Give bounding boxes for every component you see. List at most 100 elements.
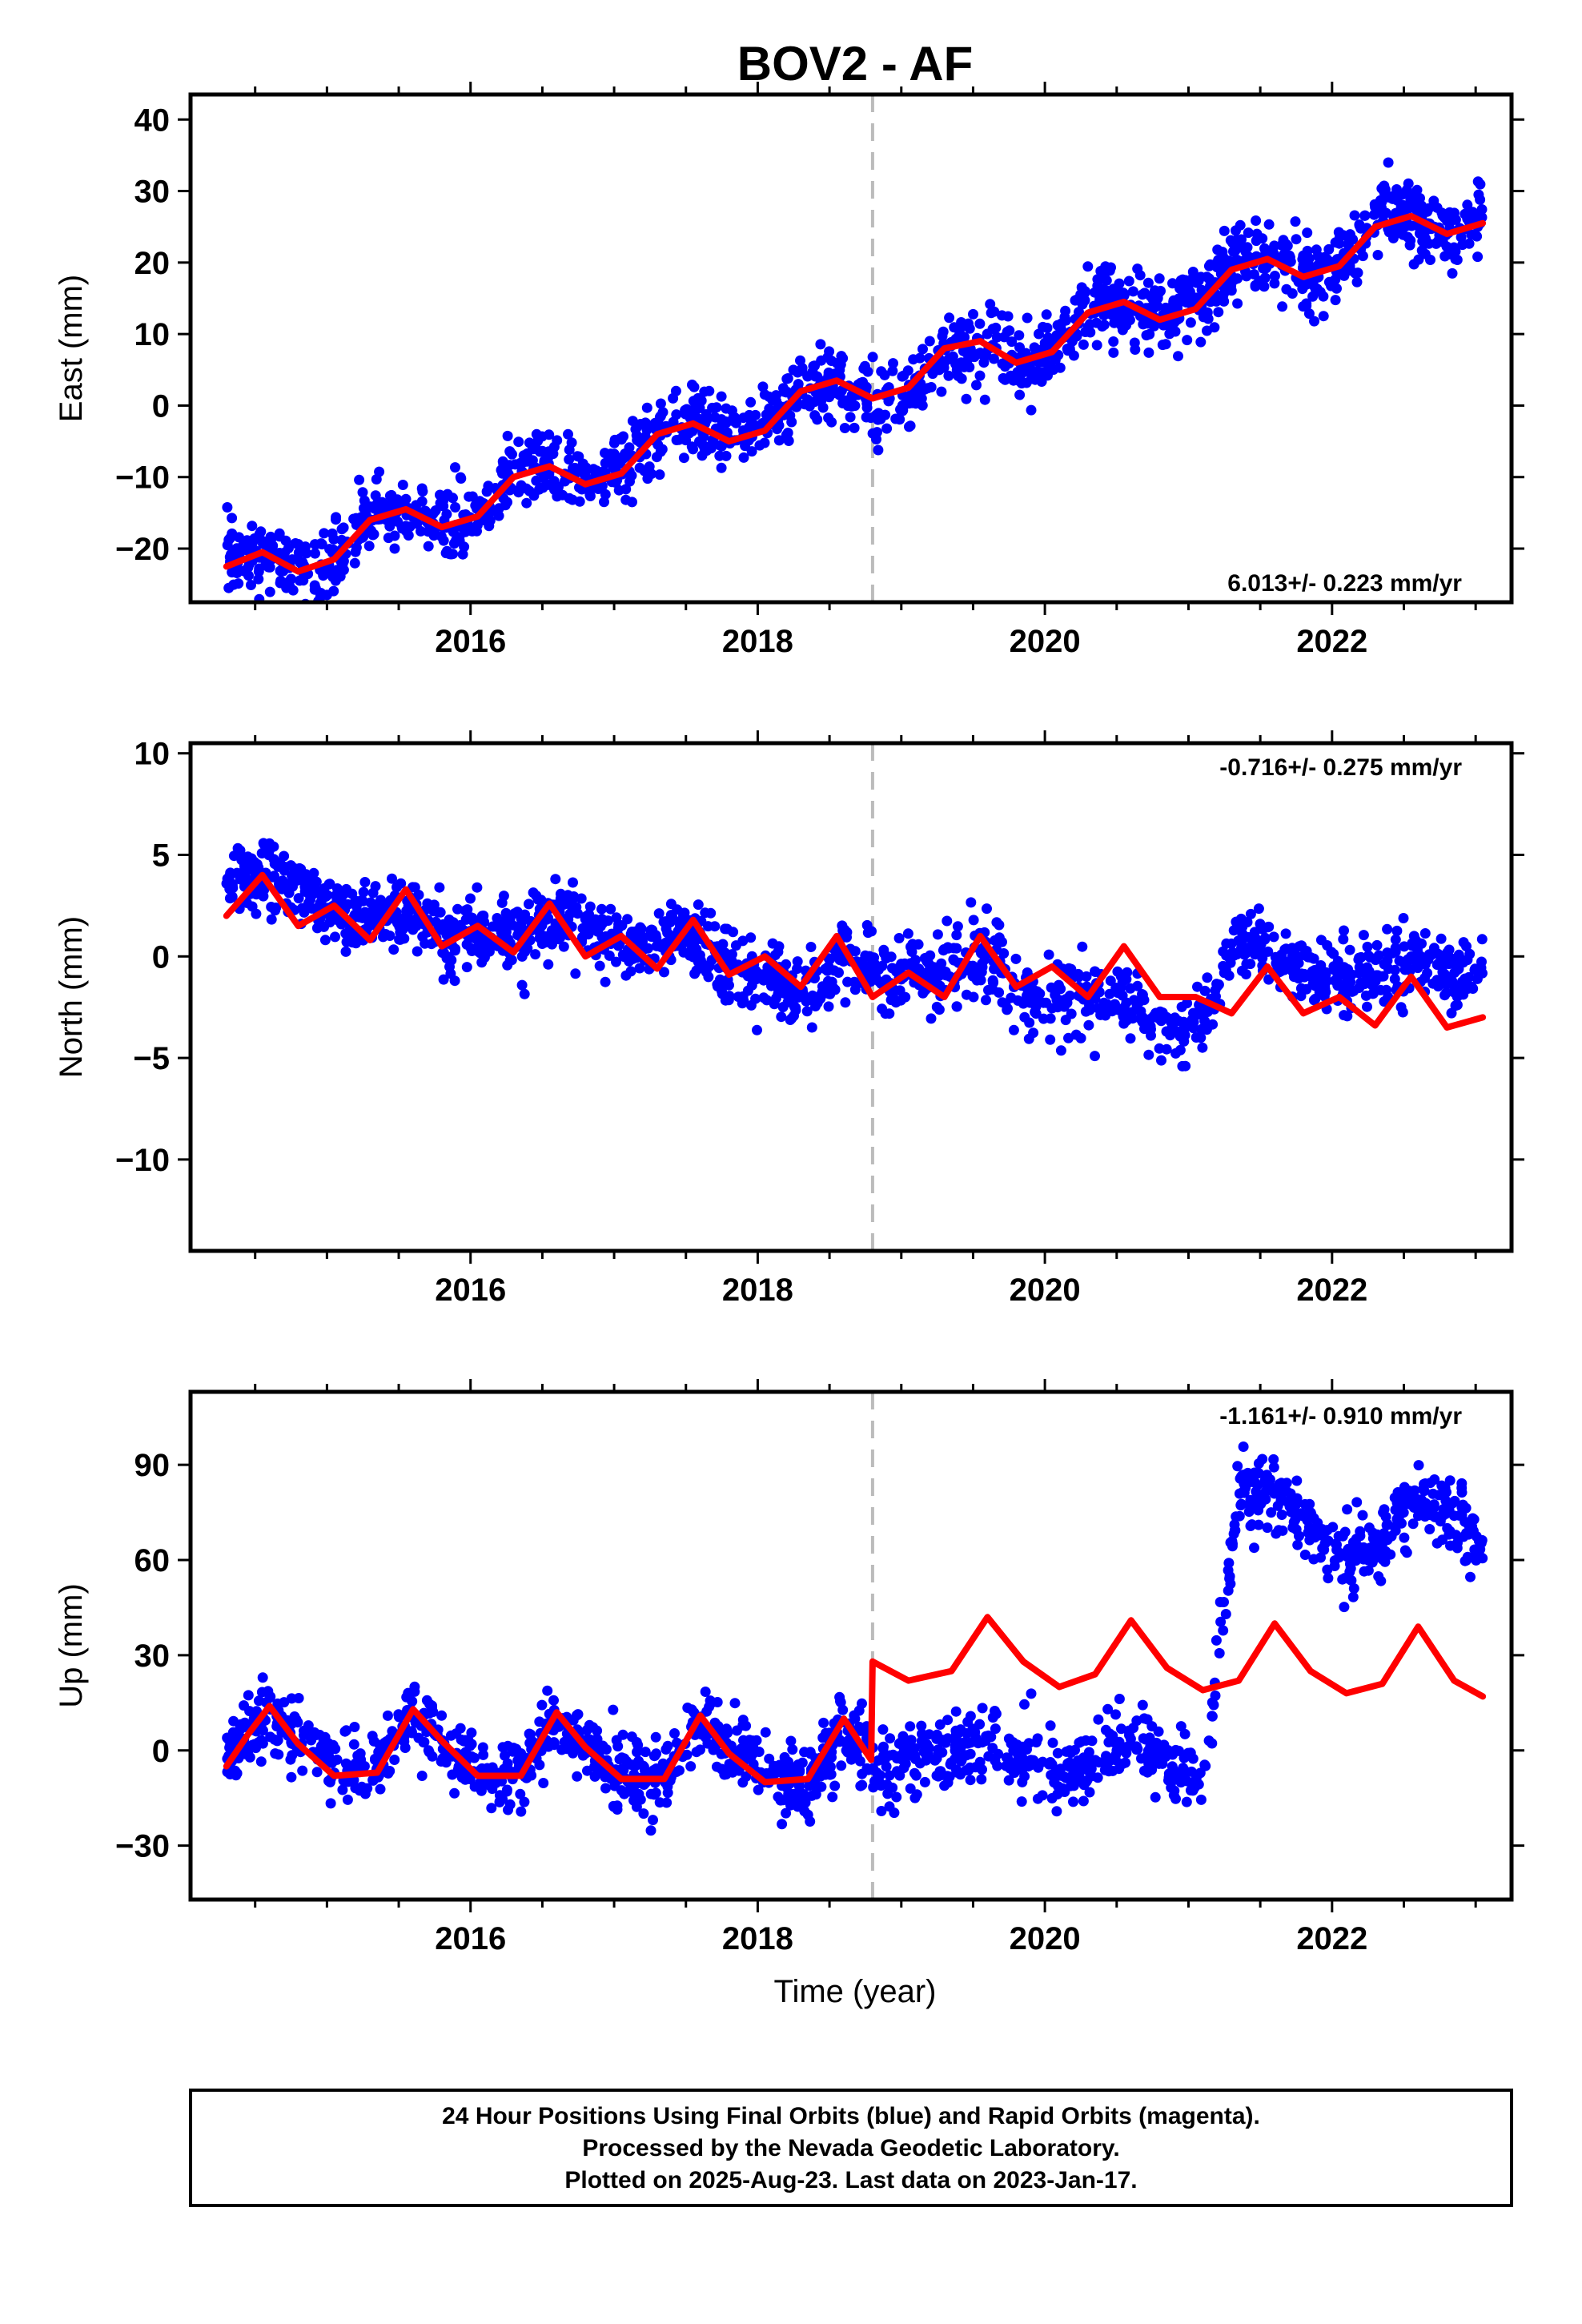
data-point (1343, 964, 1354, 975)
data-point (650, 1731, 661, 1743)
data-point (542, 1685, 553, 1696)
data-point (251, 866, 262, 878)
y-tick-label: 60 (135, 1543, 171, 1578)
data-point (1323, 1573, 1334, 1584)
data-point (1373, 950, 1384, 961)
data-point (1236, 936, 1247, 947)
data-point (227, 1727, 239, 1738)
data-point (1120, 1757, 1131, 1768)
data-point (1195, 1767, 1206, 1779)
data-point (322, 890, 333, 901)
data-point (263, 1686, 274, 1697)
data-point (892, 1766, 902, 1777)
data-point (1091, 317, 1102, 328)
data-point (1269, 240, 1280, 251)
data-point (384, 521, 396, 532)
data-point (1457, 1499, 1468, 1510)
data-point (293, 893, 304, 904)
data-point (371, 905, 382, 916)
data-point (433, 923, 444, 934)
data-point (1296, 940, 1307, 951)
data-point (1062, 1758, 1074, 1769)
data-point (1136, 1753, 1146, 1764)
data-point (1223, 970, 1235, 981)
data-point (1051, 1806, 1062, 1817)
data-point (605, 903, 616, 915)
data-point (403, 907, 414, 919)
data-point (504, 955, 516, 966)
data-point (704, 960, 715, 971)
data-point (955, 330, 966, 341)
data-point (971, 975, 982, 986)
data-point (926, 382, 937, 392)
data-point (867, 965, 877, 976)
data-point (849, 976, 860, 987)
data-point (1068, 1796, 1078, 1807)
data-point (509, 908, 520, 919)
y-tick-label: 0 (152, 1734, 170, 1769)
data-point (1066, 1775, 1078, 1786)
x-tick-label: 2018 (722, 1921, 793, 1956)
data-point (1122, 967, 1133, 978)
data-point (611, 956, 621, 967)
data-point (655, 411, 666, 421)
data-point (264, 586, 275, 597)
data-point (331, 512, 342, 523)
data-point (1397, 189, 1408, 200)
data-point (253, 1737, 264, 1748)
data-point (1074, 1737, 1085, 1748)
data-point (1339, 925, 1349, 936)
data-point (1376, 196, 1387, 207)
data-point (1218, 946, 1229, 957)
data-point (222, 502, 233, 513)
data-point (977, 958, 988, 969)
data-point (1117, 976, 1128, 987)
data-point (760, 1727, 771, 1738)
data-point (1077, 941, 1088, 952)
data-point (224, 893, 235, 904)
data-point (408, 924, 419, 935)
data-point (536, 939, 548, 949)
data-point (1468, 983, 1479, 994)
data-point (571, 1742, 582, 1753)
data-point (1345, 265, 1356, 276)
data-point (939, 1780, 950, 1791)
data-point (951, 1001, 962, 1012)
data-point (327, 544, 339, 555)
data-point (630, 424, 641, 435)
data-point (1022, 967, 1033, 978)
data-point (365, 897, 376, 908)
y-axis-label: North (mm) (54, 916, 89, 1078)
data-point (1381, 984, 1392, 995)
data-point (343, 1776, 354, 1787)
data-point (510, 459, 520, 470)
data-point (1399, 1532, 1410, 1543)
data-point (703, 971, 714, 983)
data-point (1298, 301, 1309, 312)
data-point (1438, 955, 1449, 967)
data-point (1257, 1454, 1268, 1465)
data-point (626, 927, 637, 937)
data-point (1158, 1747, 1169, 1759)
data-point (591, 465, 602, 476)
data-point (603, 915, 613, 927)
data-point (581, 912, 592, 923)
data-point (323, 879, 335, 890)
data-point (1339, 1010, 1350, 1021)
data-point (1174, 1044, 1186, 1055)
data-point (1451, 959, 1462, 971)
data-point (331, 883, 343, 894)
data-point (685, 950, 696, 961)
data-point (699, 444, 710, 455)
data-point (363, 541, 375, 552)
data-point (1207, 1019, 1219, 1030)
data-point (1170, 326, 1181, 337)
data-point (1477, 967, 1488, 979)
data-point (1195, 336, 1207, 348)
data-point (1211, 981, 1223, 992)
data-point (878, 944, 889, 955)
data-point (708, 1743, 719, 1754)
data-point (1232, 1461, 1243, 1472)
y-tick-label: 10 (135, 737, 171, 772)
data-point (836, 351, 847, 362)
